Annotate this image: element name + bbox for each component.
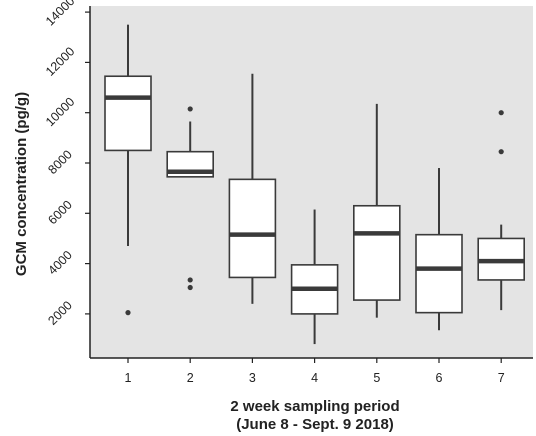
y-tick-label-10000: 10000 — [43, 95, 78, 130]
outlier-point — [125, 310, 131, 316]
y-axis-title: GCM concentration (pg/g) — [13, 92, 30, 276]
outlier-point — [187, 284, 193, 291]
boxes-layer — [104, 24, 526, 345]
x-tick-label-6: 6 — [436, 371, 443, 385]
y-tick-label-8000: 8000 — [45, 147, 75, 177]
y-tick-label-14000: 14000 — [43, 0, 78, 29]
x-tick-label-7: 7 — [498, 371, 505, 385]
iqr-box — [352, 204, 401, 301]
y-tick-label-12000: 12000 — [43, 44, 78, 79]
labels-layer: GCM concentration (pg/g) 2 week sampling… — [13, 92, 400, 433]
box-period-5 — [352, 103, 401, 318]
y-tick-label-4000: 4000 — [45, 248, 75, 278]
x-tick-label-2: 2 — [187, 371, 194, 385]
outlier-point — [498, 110, 504, 116]
iqr-box — [228, 178, 277, 279]
box-period-2 — [166, 106, 214, 291]
box-period-6 — [415, 168, 463, 331]
outlier-point — [187, 106, 193, 112]
box-period-1 — [104, 24, 152, 316]
y-tick-label-6000: 6000 — [45, 198, 75, 228]
x-axis-title-line-2: (June 8 - Sept. 9 2018) — [236, 416, 394, 433]
x-axis-title-line-1: 2 week sampling period — [230, 398, 399, 415]
x-tick-label-3: 3 — [249, 371, 256, 385]
box-period-4 — [290, 209, 339, 345]
iqr-box — [104, 75, 152, 152]
x-tick-label-4: 4 — [311, 371, 318, 385]
box-period-3 — [228, 73, 277, 304]
iqr-box — [415, 233, 463, 314]
x-tick-label-5: 5 — [373, 371, 380, 385]
outlier-point — [498, 149, 504, 155]
y-tick-label-2000: 2000 — [45, 298, 75, 328]
x-tick-label-1: 1 — [125, 371, 132, 385]
box-period-7 — [477, 110, 526, 311]
outlier-point — [187, 277, 193, 283]
